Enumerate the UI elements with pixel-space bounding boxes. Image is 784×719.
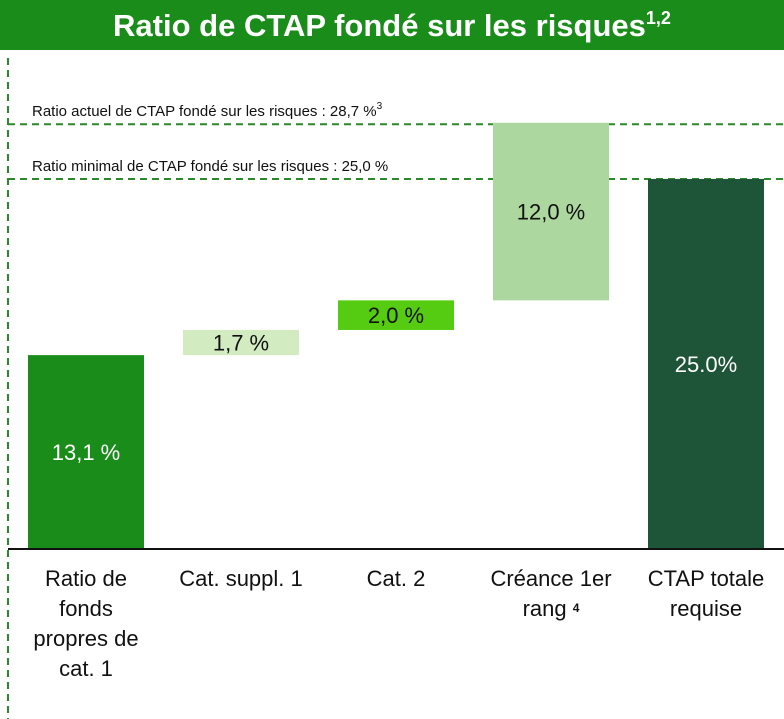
category-footnote: 4 <box>572 601 580 615</box>
category-label: Cat. suppl. 1 <box>171 564 311 594</box>
value-label: 12,0 % <box>517 199 586 224</box>
reference-footnote: 3 <box>377 101 383 112</box>
title-footnote: 1,2 <box>645 8 671 28</box>
bar <box>648 179 764 549</box>
bar <box>183 329 299 356</box>
category-label: Ratio de fonds propres de cat. 1 <box>26 564 146 684</box>
category-text: Cat. suppl. 1 <box>179 566 303 591</box>
value-label: 25.0% <box>675 352 737 377</box>
category-text: Cat. 2 <box>366 566 426 591</box>
category-label: CTAP totale requise <box>636 564 776 624</box>
category-text: CTAP totale requise <box>647 566 765 621</box>
reference-text: Ratio minimal de CTAP fondé sur les risq… <box>32 158 388 175</box>
category-text: Ratio de fonds propres de cat. 1 <box>33 566 139 681</box>
value-label: 13,1 % <box>52 440 121 465</box>
value-label: 1,7 % <box>213 330 269 355</box>
bar <box>338 300 454 330</box>
reference-label: Ratio actuel de CTAP fondé sur les risqu… <box>32 101 383 120</box>
bar <box>493 122 609 301</box>
reference-text: Ratio actuel de CTAP fondé sur les risqu… <box>32 103 377 120</box>
bar <box>28 355 144 549</box>
value-label: 2,0 % <box>368 303 424 328</box>
category-text: Créance 1er rang <box>490 566 612 621</box>
reference-label: Ratio minimal de CTAP fondé sur les risq… <box>32 158 388 175</box>
category-label: Créance 1er rang 4 <box>481 564 621 624</box>
category-label: Cat. 2 <box>326 564 466 594</box>
title: Ratio de CTAP fondé sur les risques <box>113 8 646 43</box>
title-bar: Ratio de CTAP fondé sur les risques1,2 <box>0 0 784 50</box>
